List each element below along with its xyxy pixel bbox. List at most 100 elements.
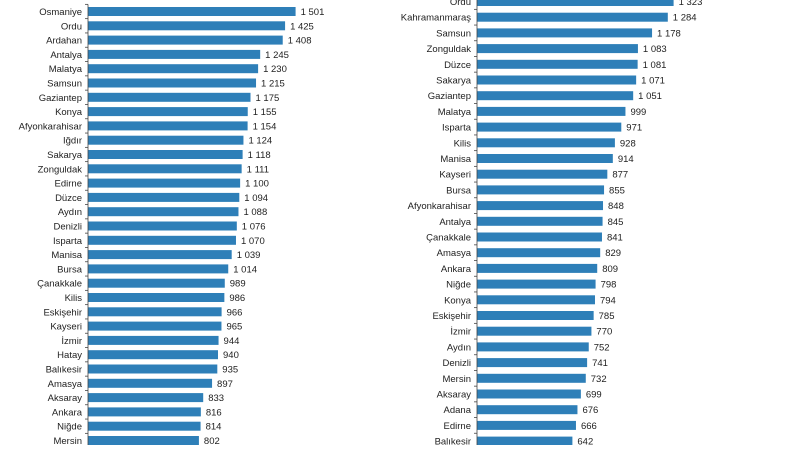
value-label: 794	[600, 295, 616, 306]
category-label: Adana	[444, 405, 472, 416]
bar	[88, 250, 232, 260]
chart-panel-2: Ordu 1 323 Kahramanmaraş 1 284 Samsun 1 178 Zo…	[401, 0, 703, 448]
bar	[88, 107, 248, 117]
category-label: Aydın	[447, 342, 471, 353]
category-label: İzmir	[61, 336, 82, 347]
bar	[477, 91, 634, 101]
category-label: Afyonkarahisar	[19, 121, 82, 132]
category-label: Zonguldak	[427, 44, 472, 55]
bar	[477, 295, 595, 305]
category-label: Konya	[444, 295, 472, 306]
bar	[477, 28, 653, 38]
value-label: 914	[618, 154, 634, 165]
category-label: Zonguldak	[38, 164, 83, 175]
value-label: 816	[206, 407, 222, 418]
value-label: 940	[223, 350, 239, 361]
category-label: Amasya	[48, 379, 83, 390]
bar	[88, 378, 213, 388]
category-label: Ardahan	[46, 36, 82, 47]
bar	[88, 321, 222, 331]
bar	[477, 420, 576, 430]
value-label: 1 124	[248, 136, 272, 147]
value-label: 928	[620, 138, 636, 149]
bar	[88, 221, 237, 231]
category-label: Kahramanmaraş	[401, 13, 471, 24]
category-label: Osmaniye	[39, 7, 82, 18]
value-label: 802	[204, 436, 220, 445]
category-label: Denizli	[53, 222, 82, 233]
category-label: İzmir	[450, 327, 471, 338]
value-label: 1 088	[243, 207, 267, 218]
bar	[477, 138, 615, 148]
bar	[88, 207, 239, 217]
value-label: 1 323	[679, 0, 703, 8]
category-label: Balıkesir	[435, 437, 471, 445]
value-label: 841	[607, 233, 623, 244]
bar	[88, 407, 201, 417]
bar	[477, 169, 608, 179]
value-label: 1 083	[643, 44, 667, 55]
value-label: 814	[206, 422, 222, 433]
bar	[88, 64, 259, 74]
value-label: 1 154	[253, 121, 277, 132]
value-label: 1 155	[253, 107, 277, 118]
category-label: Malatya	[49, 64, 83, 75]
bar	[88, 150, 243, 159]
value-label: 741	[592, 358, 608, 369]
category-label: Balıkesir	[46, 365, 82, 376]
category-label: Edirne	[444, 421, 471, 432]
category-label: Düzce	[444, 60, 471, 71]
value-label: 1 071	[641, 76, 665, 87]
bar	[477, 154, 613, 163]
value-label: 971	[626, 123, 642, 134]
chart-panel-1: Osmaniye 1 501 Ordu 1 425 Ardahan 1 408 Antaly…	[19, 3, 324, 447]
bar	[477, 75, 637, 85]
bar	[88, 307, 222, 317]
category-label: Ordu	[61, 21, 82, 32]
value-label: 935	[222, 365, 238, 376]
category-label: Samsun	[47, 79, 82, 90]
value-label: 752	[594, 342, 610, 353]
value-label: 1 408	[288, 36, 312, 47]
bar	[88, 364, 218, 374]
category-label: Konya	[55, 107, 83, 118]
bar	[477, 436, 573, 446]
bar	[477, 0, 674, 6]
bar	[88, 35, 283, 45]
bar	[88, 293, 225, 302]
bar	[477, 405, 578, 415]
category-label: Sakarya	[47, 150, 83, 161]
bar	[88, 121, 248, 131]
category-label: Mersin	[53, 436, 82, 445]
value-label: 1 215	[261, 79, 285, 90]
bar	[88, 421, 201, 431]
category-label: Gaziantep	[428, 91, 471, 102]
bar	[88, 164, 242, 174]
category-label: Manisa	[440, 154, 471, 165]
value-label: 1 081	[643, 60, 667, 71]
bar	[477, 185, 605, 195]
value-label: 829	[605, 248, 621, 259]
value-label: 1 245	[265, 50, 289, 61]
value-label: 1 076	[242, 222, 266, 233]
bar	[477, 389, 581, 399]
category-label: Niğde	[57, 422, 82, 433]
value-label: 833	[208, 393, 224, 404]
bar	[88, 78, 257, 88]
bar	[88, 49, 261, 59]
category-label: Bursa	[446, 185, 472, 196]
value-label: 1 178	[657, 28, 681, 39]
value-label: 1 284	[673, 13, 697, 24]
value-label: 1 425	[290, 21, 314, 32]
category-label: Ankara	[441, 264, 472, 275]
value-label: 966	[227, 307, 243, 318]
value-label: 666	[581, 421, 597, 432]
value-label: 848	[608, 201, 624, 212]
value-label: 1 051	[638, 91, 662, 102]
bar	[477, 201, 604, 211]
value-label: 676	[582, 405, 598, 416]
bar	[477, 232, 602, 242]
bar	[88, 235, 236, 245]
